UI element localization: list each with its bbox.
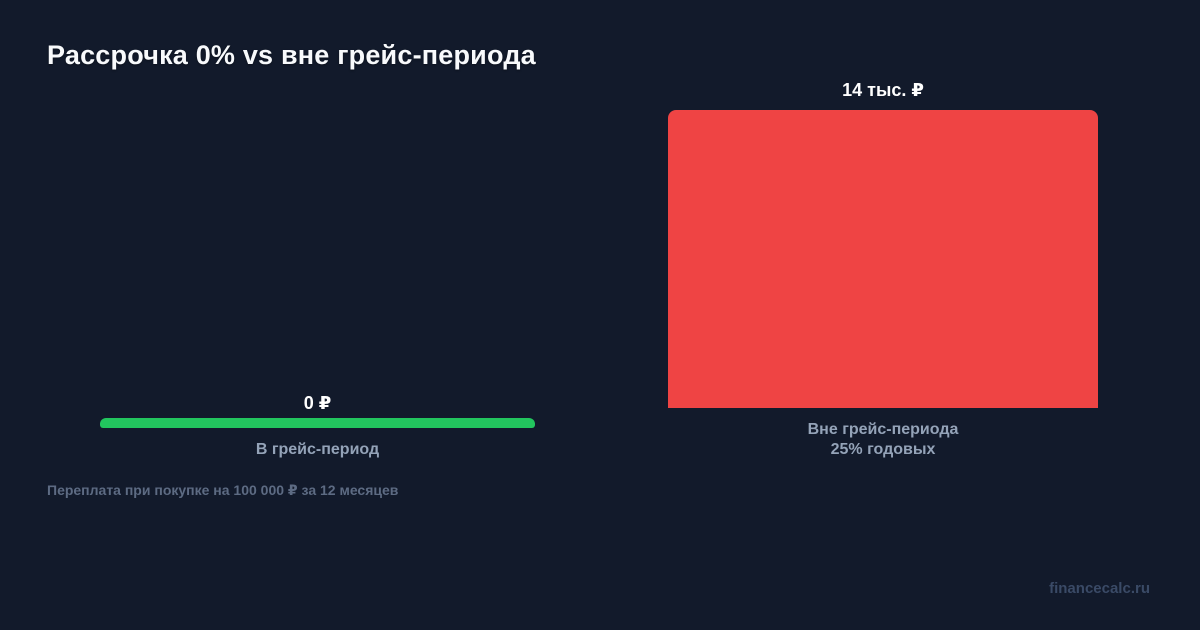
outside-bar-category-label: Вне грейс-периода 25% годовых [668, 420, 1098, 460]
chart-title: Рассрочка 0% vs вне грейс-периода [47, 40, 536, 70]
chart-footnote: Переплата при покупке на 100 000 ₽ за 12… [47, 482, 399, 498]
watermark-text: financecalc.ru [1049, 580, 1150, 597]
outside-bar-value-label: 14 тыс. ₽ [842, 80, 924, 100]
outside-bar-category-line1: Вне грейс-периода [807, 421, 959, 438]
grace-period-bar [100, 418, 535, 428]
grace-bar-category-label: В грейс-период [255, 441, 380, 458]
outside-bar-category-line2: 25% годовых [830, 441, 936, 458]
grace-bar-value-label: 0 ₽ [303, 393, 332, 413]
outside-grace-bar [668, 110, 1098, 408]
